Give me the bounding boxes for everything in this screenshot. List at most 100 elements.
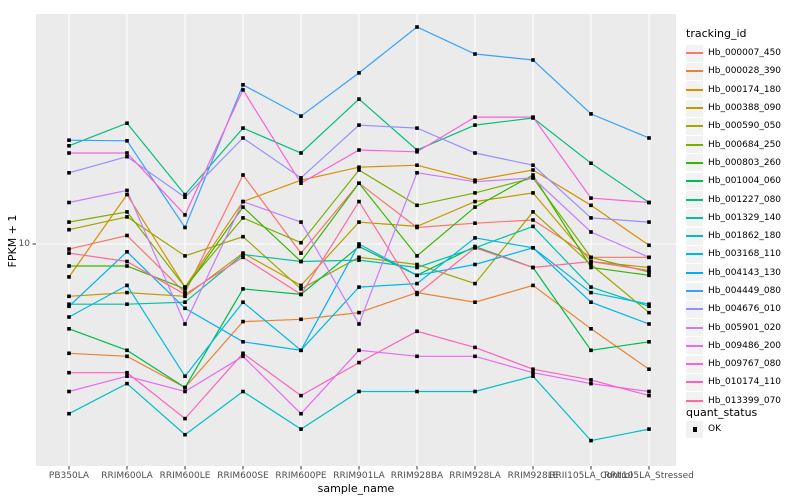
- data-point: [183, 290, 187, 295]
- data-point: [473, 205, 477, 209]
- data-point: [357, 242, 361, 246]
- data-point: [589, 285, 593, 289]
- legend-key-line: [686, 125, 703, 128]
- legend-item-label: Hb_003168_110: [708, 249, 782, 260]
- data-point: [415, 254, 419, 258]
- legend-key-line: [686, 198, 703, 201]
- data-point: [67, 351, 71, 356]
- legend-key-line: [686, 290, 703, 292]
- data-point: [589, 381, 593, 386]
- data-point: [357, 97, 361, 101]
- data-point: [125, 250, 129, 254]
- data-point: [589, 230, 593, 234]
- quant-key-point: [692, 427, 697, 432]
- data-point: [241, 126, 245, 130]
- data-point: [183, 287, 187, 291]
- data-point: [473, 151, 477, 155]
- data-point: [531, 367, 535, 371]
- data-point: [647, 389, 651, 394]
- x-tick-label: RRIM600SE: [217, 471, 269, 481]
- data-point: [531, 246, 535, 250]
- data-point: [125, 283, 129, 288]
- legend-key-line: [686, 381, 703, 384]
- data-point: [241, 340, 245, 344]
- data-point: [241, 173, 245, 177]
- data-point: [473, 300, 477, 304]
- data-point: [183, 322, 187, 326]
- legend-item-label: Hb_000803_260: [708, 157, 782, 168]
- data-point: [589, 348, 593, 353]
- data-point: [183, 292, 187, 297]
- legend-item-label: Hb_000174_180: [708, 84, 782, 95]
- data-point: [647, 322, 651, 326]
- data-point: [473, 123, 477, 127]
- legend-item: Hb_001227_080: [686, 190, 781, 209]
- legend-key-line: [686, 399, 703, 402]
- data-point: [241, 83, 245, 87]
- data-point: [415, 329, 419, 334]
- data-point: [357, 168, 361, 172]
- data-point: [589, 265, 593, 270]
- data-point: [67, 138, 71, 142]
- data-point: [183, 385, 187, 390]
- legend-key-swatch: [686, 319, 703, 337]
- data-point: [299, 176, 303, 180]
- data-point: [125, 233, 129, 238]
- data-point: [299, 240, 303, 245]
- data-point: [647, 243, 651, 248]
- legend-item: Hb_009486_200: [686, 337, 781, 355]
- legend-item: Hb_000028_390: [686, 62, 781, 80]
- legend-item: Hb_009767_080: [686, 355, 781, 373]
- legend-key-swatch: [686, 44, 703, 62]
- data-point: [415, 281, 419, 286]
- legend-key-swatch: [686, 154, 703, 172]
- legend-key-line: [686, 308, 703, 311]
- data-point: [67, 151, 71, 155]
- data-point: [647, 220, 651, 224]
- data-point: [647, 427, 651, 431]
- legend-item-label: Hb_000028_390: [708, 66, 782, 77]
- data-point: [415, 265, 419, 270]
- data-point: [67, 144, 71, 148]
- data-point: [589, 203, 593, 208]
- y-tick-label: 10: [18, 239, 30, 249]
- panel-background: [36, 14, 676, 466]
- data-point: [357, 165, 361, 169]
- data-point: [67, 370, 71, 375]
- data-point: [125, 210, 129, 214]
- x-tick-label: RRIM600LA: [101, 471, 153, 481]
- data-point: [241, 287, 245, 291]
- data-point: [357, 220, 361, 224]
- data-point: [183, 300, 187, 304]
- data-point: [589, 438, 593, 443]
- data-point: [531, 374, 535, 378]
- data-point: [357, 123, 361, 127]
- data-point: [67, 251, 71, 255]
- data-point: [125, 188, 129, 193]
- legend-key-swatch: [686, 191, 703, 209]
- data-point: [357, 389, 361, 394]
- data-point: [67, 247, 71, 251]
- data-point: [647, 304, 651, 309]
- legend-items: Hb_000007_450 Hb_000028_390 Hb_000174_180 H…: [686, 44, 781, 410]
- data-point: [473, 389, 477, 394]
- legend-key-line: [686, 180, 703, 183]
- data-point: [125, 348, 129, 353]
- legend-item: Hb_001862_180: [686, 227, 781, 245]
- data-point: [183, 306, 187, 311]
- legend-item: Hb_004143_130: [686, 264, 781, 282]
- legend-item: Hb_000174_180: [686, 81, 781, 99]
- data-point: [473, 191, 477, 195]
- data-point: [473, 354, 477, 359]
- legend-key-swatch: [686, 227, 703, 245]
- data-point: [415, 389, 419, 394]
- legend-key-line: [686, 253, 703, 256]
- data-point: [531, 265, 535, 270]
- legend-key-swatch: [686, 264, 703, 282]
- quant-item-label: OK: [708, 424, 721, 435]
- data-point: [647, 273, 651, 278]
- data-point: [67, 302, 71, 306]
- data-point: [241, 136, 245, 140]
- data-point: [67, 200, 71, 205]
